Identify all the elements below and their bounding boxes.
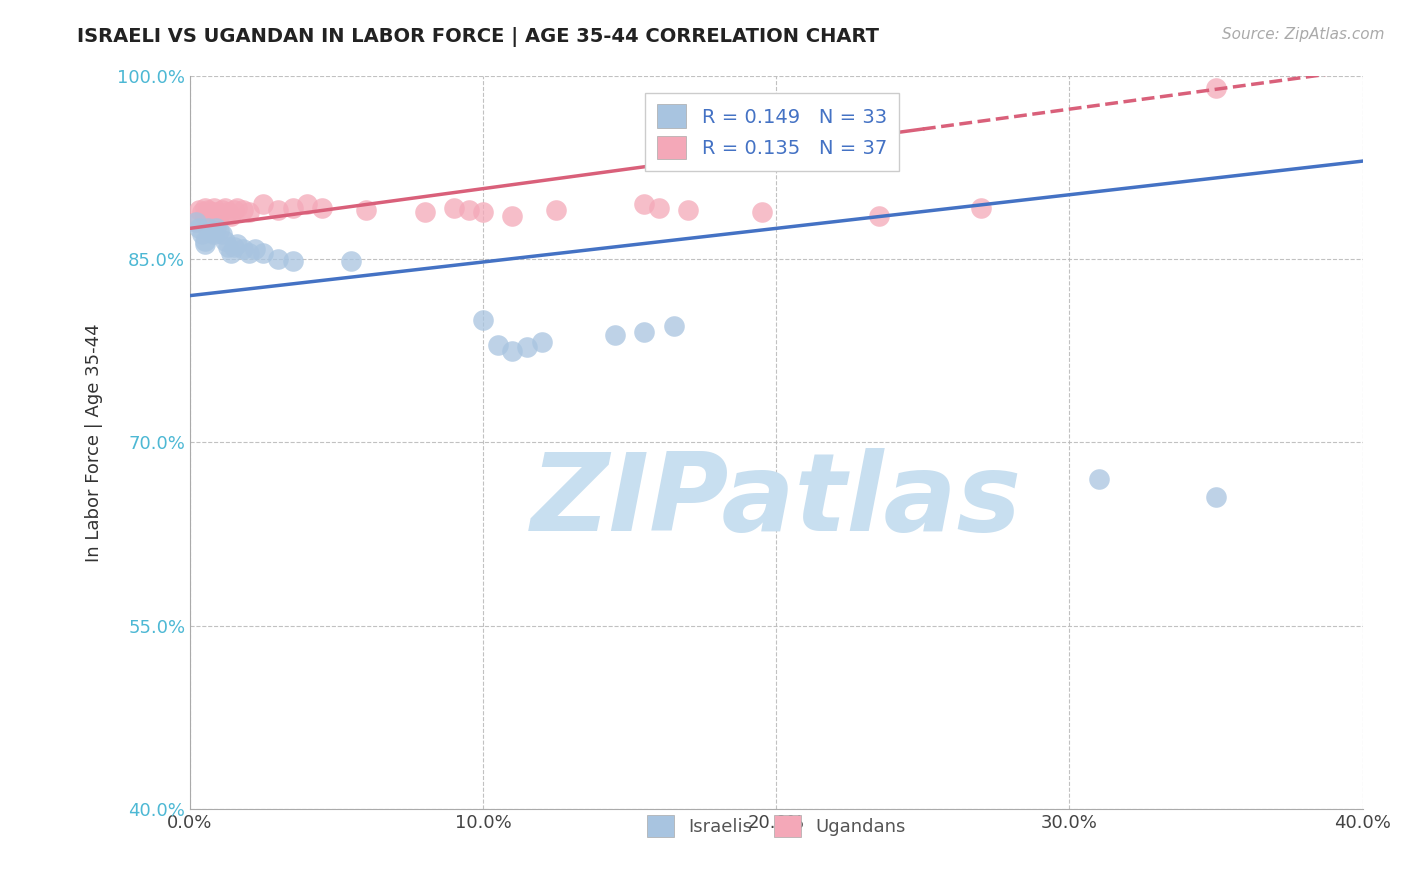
Point (281, 254, 304, 268)
Point (217, 205, 239, 219)
Y-axis label: In Labor Force | Age 35-44: In Labor Force | Age 35-44 (86, 323, 103, 562)
Point (202, 227, 225, 242)
Point (211, 227, 233, 242)
Point (194, 237, 217, 252)
Point (222, 202, 245, 217)
Point (648, 201, 671, 215)
Point (340, 254, 363, 268)
Point (633, 326, 655, 340)
Point (311, 201, 333, 215)
Point (1205, 80, 1227, 95)
Point (502, 209, 524, 223)
Point (457, 202, 479, 217)
Point (281, 201, 304, 215)
Point (208, 224, 231, 238)
Point (202, 201, 225, 215)
Point (226, 201, 249, 215)
Point (678, 202, 700, 217)
Point (200, 225, 222, 239)
Point (297, 197, 319, 211)
Point (970, 201, 993, 215)
Point (472, 205, 495, 219)
Point (413, 205, 436, 219)
Point (1087, 472, 1109, 486)
Point (751, 205, 773, 219)
Text: ZIPatlas: ZIPatlas (530, 448, 1022, 554)
Text: ISRAELI VS UGANDAN IN LABOR FORCE | AGE 35-44 CORRELATION CHART: ISRAELI VS UGANDAN IN LABOR FORCE | AGE … (77, 27, 879, 46)
Point (502, 343, 524, 358)
Point (205, 205, 228, 219)
Point (219, 245, 242, 260)
Point (252, 245, 274, 260)
Point (232, 202, 254, 217)
Point (354, 202, 377, 217)
Point (516, 340, 538, 354)
Point (205, 221, 228, 235)
Point (238, 205, 260, 219)
Point (214, 201, 236, 215)
Point (197, 202, 219, 217)
Point (219, 209, 242, 223)
Point (472, 313, 495, 327)
Point (194, 209, 217, 223)
Point (200, 205, 222, 219)
Point (267, 252, 290, 266)
Point (443, 201, 465, 215)
Point (191, 227, 214, 242)
Point (194, 234, 217, 248)
Point (603, 327, 626, 342)
Point (222, 240, 245, 254)
Point (868, 209, 890, 223)
Point (267, 202, 290, 217)
Point (208, 209, 231, 223)
Point (1205, 491, 1227, 505)
Point (252, 197, 274, 211)
Point (243, 242, 266, 256)
Point (184, 215, 207, 229)
Point (211, 202, 233, 217)
Point (194, 201, 217, 215)
Point (197, 221, 219, 235)
Point (187, 221, 209, 235)
Point (184, 215, 207, 229)
Point (238, 245, 260, 260)
Point (191, 205, 214, 219)
Point (226, 237, 249, 252)
Legend: Israelis, Ugandans: Israelis, Ugandans (640, 807, 912, 844)
Point (546, 202, 568, 217)
Point (187, 202, 209, 217)
Point (633, 197, 655, 211)
Point (214, 234, 236, 248)
Point (486, 337, 509, 351)
Point (662, 319, 685, 334)
Point (232, 242, 254, 256)
Point (217, 240, 239, 254)
Point (530, 334, 553, 349)
Text: Source: ZipAtlas.com: Source: ZipAtlas.com (1222, 27, 1385, 42)
